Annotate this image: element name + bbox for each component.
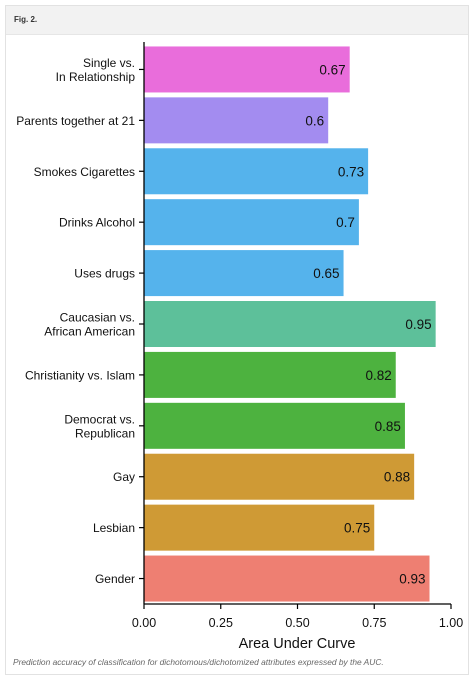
bar-value-label: 0.88 bbox=[384, 470, 410, 485]
category-label: Christianity vs. Islam bbox=[25, 368, 135, 382]
bar bbox=[144, 46, 350, 93]
bar-value-label: 0.7 bbox=[336, 215, 355, 230]
bar-value-label: 0.95 bbox=[405, 317, 431, 332]
category-label: Uses drugs bbox=[74, 267, 135, 281]
bar-value-label: 0.65 bbox=[313, 266, 339, 281]
category-label: Caucasian vs. African American bbox=[44, 311, 135, 339]
category-label: Drinks Alcohol bbox=[59, 216, 135, 230]
bar-value-label: 0.75 bbox=[344, 521, 370, 536]
category-label: Democrat vs. Republican bbox=[64, 412, 135, 440]
bar bbox=[144, 351, 396, 398]
y-ticks-group bbox=[139, 68, 144, 580]
bar-value-labels-group: 0.67 0.6 0.73 0.7 0.65 0.95 0.82 0.85 0.88 0.75 0.… bbox=[305, 62, 431, 586]
x-tick-label: 0.25 bbox=[209, 616, 233, 630]
category-label: Single vs. In Relationship bbox=[56, 56, 136, 84]
x-tick-label: 0.50 bbox=[285, 616, 309, 630]
bar-value-label: 0.6 bbox=[305, 113, 324, 128]
bar-value-label: 0.73 bbox=[338, 164, 364, 179]
x-tick-label: 1.00 bbox=[439, 616, 463, 630]
bar bbox=[144, 148, 369, 195]
category-label: Lesbian bbox=[93, 521, 135, 535]
bar bbox=[144, 250, 344, 297]
category-label: Gender bbox=[95, 572, 135, 586]
bar-value-label: 0.67 bbox=[319, 62, 345, 77]
bar bbox=[144, 402, 405, 449]
figure-label: Fig. 2. bbox=[14, 15, 38, 24]
bars-group bbox=[144, 46, 436, 602]
x-ticks-group: 0.00 0.25 0.50 0.75 1.00 bbox=[132, 604, 463, 630]
bar bbox=[144, 453, 415, 500]
bar-value-label: 0.85 bbox=[375, 419, 401, 434]
category-label: Parents together at 21 bbox=[16, 114, 135, 128]
x-axis-label: Area Under Curve bbox=[239, 636, 356, 652]
bar-value-label: 0.82 bbox=[365, 368, 391, 383]
bar bbox=[144, 504, 375, 551]
bar bbox=[144, 199, 359, 246]
x-tick-label: 0.00 bbox=[132, 616, 156, 630]
category-labels-group: Single vs. In Relationship Parents togethe… bbox=[16, 56, 135, 586]
x-tick-label: 0.75 bbox=[362, 616, 386, 630]
bar bbox=[144, 97, 329, 144]
bar-value-label: 0.93 bbox=[399, 572, 425, 587]
category-label: Gay bbox=[113, 470, 135, 484]
figure-header: Fig. 2. bbox=[6, 6, 468, 35]
figure-caption: Prediction accuracy of classification fo… bbox=[13, 657, 384, 667]
bar bbox=[144, 301, 436, 347]
bar bbox=[144, 555, 430, 602]
category-label: Smokes Cigarettes bbox=[34, 165, 135, 179]
